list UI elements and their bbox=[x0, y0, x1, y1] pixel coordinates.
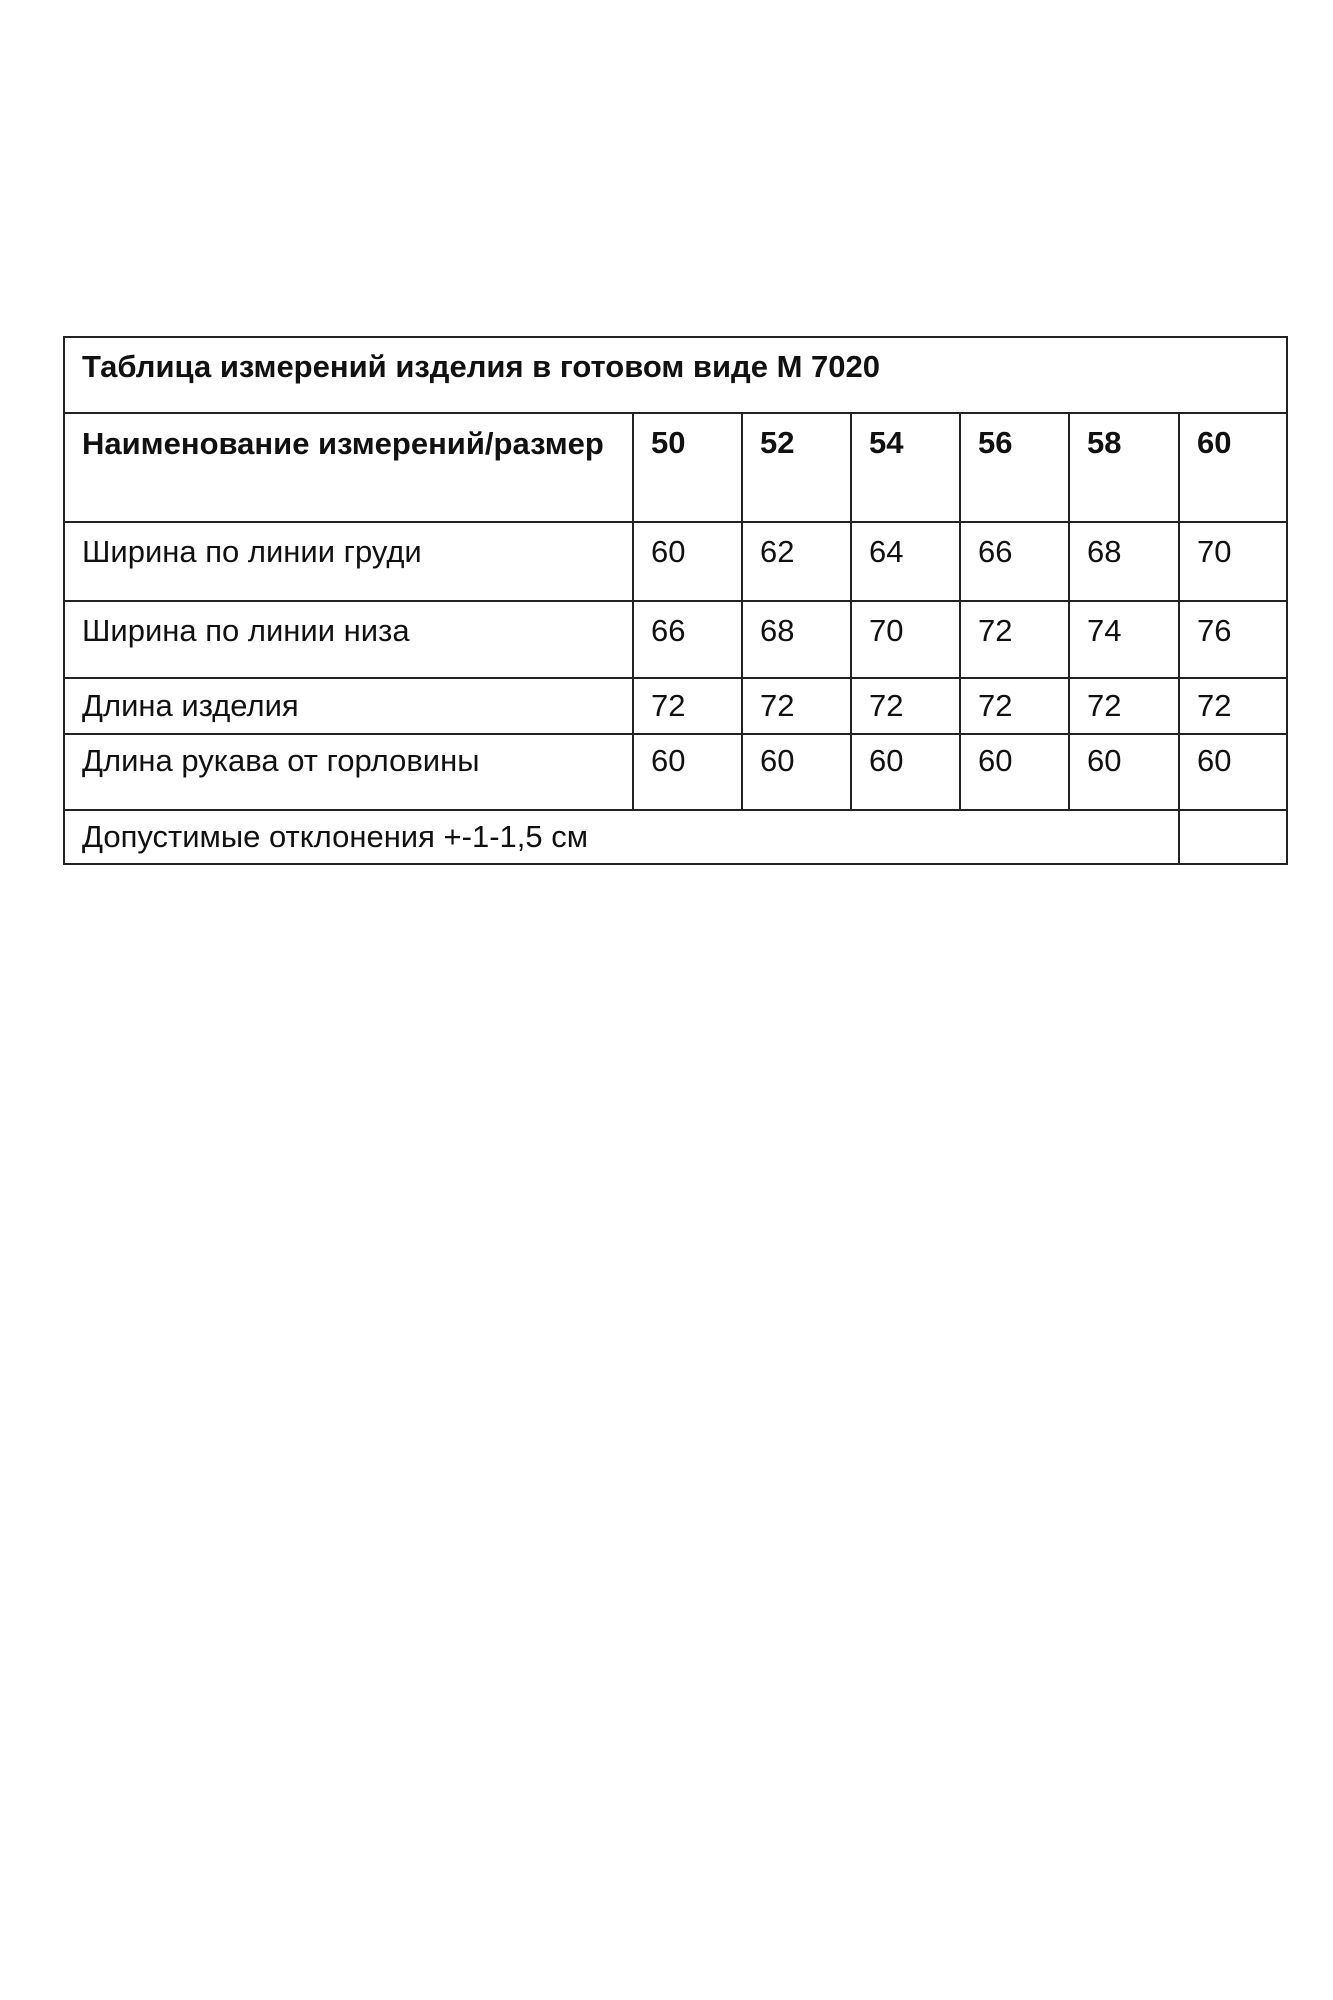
cell: 62 bbox=[741, 521, 852, 602]
row-label: Длина рукава от горловины bbox=[63, 733, 634, 811]
cell: 64 bbox=[850, 521, 961, 602]
size-header: 54 bbox=[850, 412, 961, 523]
table-row: Ширина по линии низа 66 68 70 72 74 76 bbox=[63, 600, 1289, 679]
cell: 72 bbox=[741, 677, 852, 735]
size-header: 60 bbox=[1177, 412, 1289, 523]
cell: 68 bbox=[1068, 521, 1180, 602]
table-title: Таблица измерений изделия в готовом виде… bbox=[62, 336, 1289, 414]
cell: 60 bbox=[959, 733, 1070, 811]
cell: 72 bbox=[850, 677, 961, 735]
table-row: Ширина по линии груди 60 62 64 66 68 70 bbox=[63, 521, 1289, 602]
cell: 72 bbox=[1177, 677, 1289, 735]
header-label: Наименование измерений/размер bbox=[63, 412, 634, 523]
cell: 60 bbox=[632, 521, 743, 602]
table-row: Длина изделия 72 72 72 72 72 72 bbox=[63, 677, 1289, 735]
cell: 72 bbox=[959, 677, 1070, 735]
table-row: Длина рукава от горловины 60 60 60 60 60… bbox=[63, 733, 1289, 811]
row-label: Ширина по линии груди bbox=[63, 521, 634, 602]
size-header: 58 bbox=[1068, 412, 1180, 523]
row-label: Длина изделия bbox=[63, 677, 634, 735]
row-label: Ширина по линии низа bbox=[63, 600, 634, 679]
header-row: Наименование измерений/размер 50 52 54 5… bbox=[63, 412, 1289, 523]
cell: 66 bbox=[959, 521, 1070, 602]
cell: 70 bbox=[850, 600, 961, 679]
size-header: 50 bbox=[632, 412, 743, 523]
cell: 68 bbox=[741, 600, 852, 679]
tolerance-note: Допустимые отклонения +-1-1,5 см bbox=[63, 809, 1180, 865]
cell: 72 bbox=[959, 600, 1070, 679]
cell: 70 bbox=[1177, 521, 1289, 602]
cell: 66 bbox=[632, 600, 743, 679]
cell: 60 bbox=[1068, 733, 1180, 811]
size-header: 52 bbox=[741, 412, 852, 523]
cell: 60 bbox=[741, 733, 852, 811]
cell: 60 bbox=[850, 733, 961, 811]
cell: 60 bbox=[1177, 733, 1289, 811]
measurements-table: Таблица измерений изделия в готовом виде… bbox=[62, 336, 1289, 865]
cell: 60 bbox=[632, 733, 743, 811]
cell: 74 bbox=[1068, 600, 1180, 679]
cell: 76 bbox=[1177, 600, 1289, 679]
footer-row: Допустимые отклонения +-1-1,5 см bbox=[63, 809, 1289, 865]
size-header: 56 bbox=[959, 412, 1070, 523]
cell: 72 bbox=[632, 677, 743, 735]
cell: 72 bbox=[1068, 677, 1180, 735]
empty-cell bbox=[1177, 809, 1289, 865]
